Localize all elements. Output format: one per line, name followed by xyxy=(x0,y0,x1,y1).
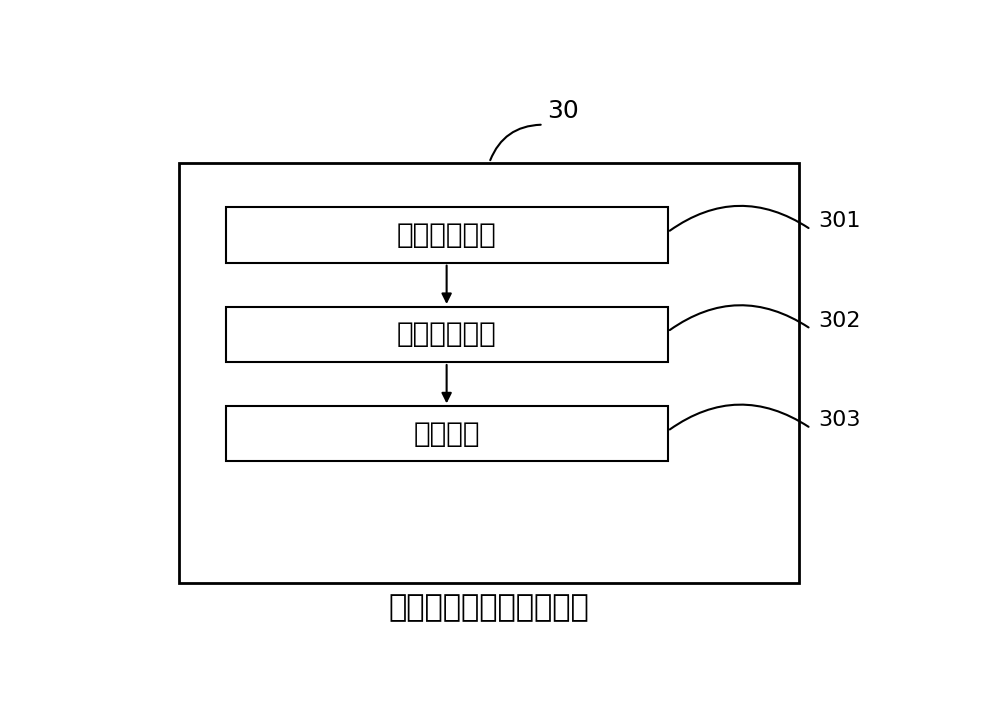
Bar xyxy=(179,163,799,583)
Text: 301: 301 xyxy=(819,212,861,232)
Text: 30: 30 xyxy=(547,99,579,123)
Text: 检测模块: 检测模块 xyxy=(413,420,480,448)
Text: 多骨骼发育等级检测系统: 多骨骼发育等级检测系统 xyxy=(389,593,590,622)
Bar xyxy=(226,407,668,462)
Text: 图像获取模块: 图像获取模块 xyxy=(397,221,496,249)
Text: 302: 302 xyxy=(819,310,861,331)
Bar xyxy=(226,307,668,362)
Text: 303: 303 xyxy=(819,410,861,430)
Text: 模型获取模块: 模型获取模块 xyxy=(397,320,496,348)
Bar xyxy=(226,207,668,262)
